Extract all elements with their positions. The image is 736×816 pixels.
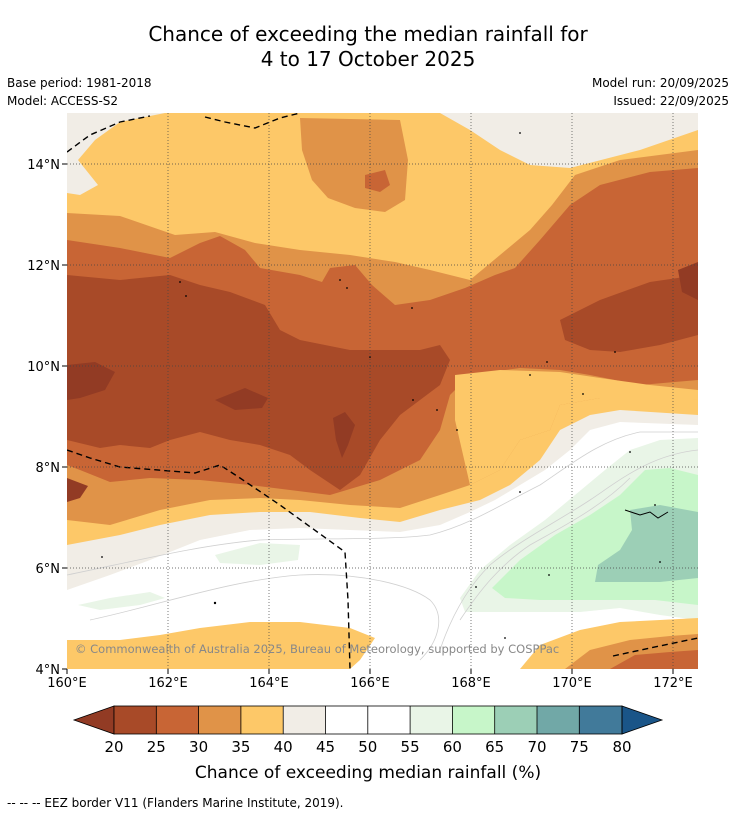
meta-right: Model run: 20/09/2025 Issued: 22/09/2025 <box>592 74 729 110</box>
colorbar-high-arrow <box>621 705 664 735</box>
model-run: Model run: 20/09/2025 <box>591 76 729 90</box>
island-chain <box>624 509 669 519</box>
contour-lines <box>67 431 698 661</box>
islands <box>101 132 661 639</box>
band-40-45-nw <box>67 113 165 195</box>
issued-date: Issued: 22/09/2025 <box>613 94 729 108</box>
band-lt20-mid <box>215 388 268 410</box>
band-35-40-east <box>455 370 698 485</box>
band-lt20-sw <box>67 478 88 502</box>
colorbar-label: 50 <box>358 738 377 756</box>
meta-left: Base period: 1981-2018 Model: ACCESS-S2 <box>7 74 152 110</box>
lat-label: 12°N <box>27 259 60 274</box>
band-65-70 <box>595 505 698 582</box>
colorbar-swatch <box>240 706 284 734</box>
lon-label: 162°E <box>148 676 188 691</box>
colorbar-swatch <box>114 706 157 734</box>
title-line-2: 4 to 17 October 2025 <box>260 47 476 71</box>
eez-note: -- -- -- EEZ border V11 (Flanders Marine… <box>7 796 344 810</box>
band-lt20-east <box>678 262 698 300</box>
lon-label: 160°E <box>47 676 87 691</box>
band-35-40-sse <box>67 622 375 669</box>
colorbar-swatch <box>579 706 622 734</box>
band-25-30-small <box>365 170 390 192</box>
colorbar-label: 45 <box>316 738 335 756</box>
colorbar-swatch <box>198 706 241 734</box>
colorbar-swatch <box>410 706 453 734</box>
colorbar-label: 70 <box>527 738 546 756</box>
eez-borders <box>67 113 698 669</box>
band-55-60-sw <box>78 592 165 610</box>
lat-label: 14°N <box>27 158 60 173</box>
lon-label: 164°E <box>249 676 289 691</box>
map-title: Chance of exceeding the median rainfall … <box>0 22 736 72</box>
colorbar-swatch <box>537 706 580 734</box>
axis-tick-marks <box>62 163 674 674</box>
colorbar-label: 55 <box>401 738 420 756</box>
lon-label: 166°E <box>350 676 390 691</box>
colorbar: 20 25 30 35 40 45 50 55 60 65 70 75 80 C… <box>72 705 664 783</box>
band-lt20-narrow <box>333 412 355 458</box>
colorbar-swatch <box>452 706 495 734</box>
band-40-45-ne <box>440 113 698 168</box>
band-lt20-west <box>67 362 115 400</box>
lat-label: 4°N <box>36 663 61 678</box>
rainfall-map: © Commonwealth of Australia 2025, Bureau… <box>67 113 698 669</box>
colorbar-swatch <box>367 706 411 734</box>
colorbar-title: Chance of exceeding median rainfall (%) <box>195 763 541 783</box>
lat-label: 10°N <box>27 360 60 375</box>
colorbar-label: 20 <box>104 738 123 756</box>
graticule <box>67 113 698 669</box>
colorbar-swatch <box>494 706 537 734</box>
band-55-60-westblob <box>215 543 300 565</box>
lat-labels: 14°N 12°N 10°N 8°N 6°N 4°N <box>27 158 60 678</box>
title-line-1: Chance of exceeding the median rainfall … <box>148 22 588 46</box>
colorbar-label: 35 <box>231 738 250 756</box>
colorbar-label: 65 <box>485 738 504 756</box>
lon-label: 170°E <box>552 676 592 691</box>
lon-label: 168°E <box>451 676 491 691</box>
lon-labels: 160°E 162°E 164°E 166°E 168°E 170°E 172°… <box>47 676 693 691</box>
lat-label: 6°N <box>36 562 61 577</box>
lon-label: 172°E <box>653 676 693 691</box>
copyright-notice: © Commonwealth of Australia 2025, Bureau… <box>75 642 559 656</box>
colorbar-label: 80 <box>612 738 631 756</box>
band-25-30-se <box>610 650 698 669</box>
colorbar-low-arrow <box>72 705 115 735</box>
base-period: Base period: 1981-2018 <box>7 76 152 90</box>
model-name: Model: ACCESS-S2 <box>7 94 119 108</box>
band-20-25-east <box>560 275 698 352</box>
colorbar-label: 40 <box>274 738 293 756</box>
colorbar-swatch <box>156 706 199 734</box>
colorbar-swatch <box>283 706 326 734</box>
colorbar-label: 25 <box>147 738 166 756</box>
colorbar-label: 75 <box>570 738 589 756</box>
lat-label: 8°N <box>36 461 61 476</box>
colorbar-label: 30 <box>189 738 208 756</box>
band-20-25 <box>67 275 450 490</box>
colorbar-swatch <box>325 706 368 734</box>
colorbar-label: 60 <box>443 738 462 756</box>
